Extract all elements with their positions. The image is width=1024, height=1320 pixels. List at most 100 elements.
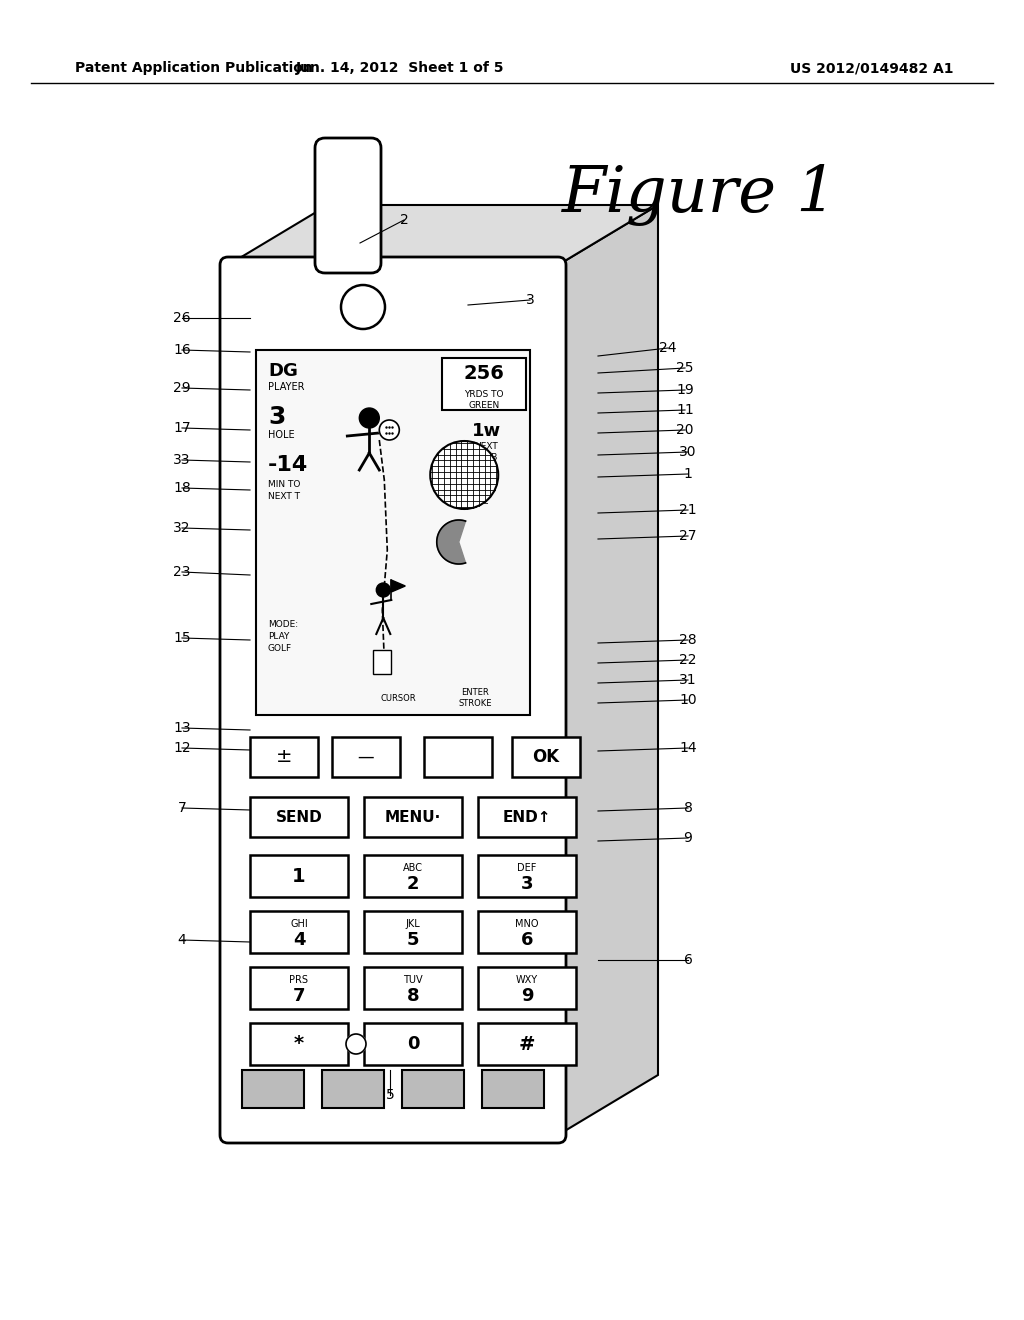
Text: DG: DG <box>268 362 298 380</box>
FancyBboxPatch shape <box>220 257 566 1143</box>
Text: 3: 3 <box>525 293 535 308</box>
Text: 4: 4 <box>177 933 186 946</box>
Text: 15: 15 <box>173 631 190 645</box>
Text: WXY: WXY <box>516 974 538 985</box>
Text: GHI: GHI <box>290 919 308 928</box>
Text: MODE:: MODE: <box>268 620 298 630</box>
Text: 3: 3 <box>268 405 286 429</box>
Text: 8: 8 <box>684 801 692 814</box>
Text: TUV: TUV <box>403 974 423 985</box>
Text: MENU·: MENU· <box>385 809 441 825</box>
Text: PLAY: PLAY <box>268 632 290 642</box>
Bar <box>322 1071 384 1107</box>
Bar <box>482 1071 544 1107</box>
Bar <box>374 649 391 675</box>
Text: SEND: SEND <box>275 809 323 825</box>
Text: CURSOR: CURSOR <box>381 694 417 704</box>
Text: 4: 4 <box>293 932 305 949</box>
Bar <box>364 855 462 898</box>
FancyBboxPatch shape <box>315 139 381 273</box>
Bar <box>250 968 348 1008</box>
Circle shape <box>379 420 399 440</box>
Text: 9: 9 <box>521 987 534 1006</box>
Text: STROKES: STROKES <box>450 486 488 495</box>
Text: 20: 20 <box>676 422 693 437</box>
Text: US 2012/0149482 A1: US 2012/0149482 A1 <box>790 61 953 75</box>
Text: 2: 2 <box>399 213 409 227</box>
Text: 5: 5 <box>386 1088 394 1102</box>
Bar <box>442 358 526 411</box>
Circle shape <box>341 285 385 329</box>
Text: 2: 2 <box>407 875 419 894</box>
Bar <box>478 855 575 898</box>
Circle shape <box>346 1034 366 1053</box>
Text: ±: ± <box>275 747 292 767</box>
Text: 16: 16 <box>173 343 190 356</box>
Text: Figure 1: Figure 1 <box>562 164 838 226</box>
Text: DEF: DEF <box>517 862 537 873</box>
Bar <box>478 911 575 953</box>
Text: 5: 5 <box>407 932 419 949</box>
Text: 26: 26 <box>173 312 190 325</box>
Text: 3: 3 <box>521 875 534 894</box>
Text: 32: 32 <box>173 521 190 535</box>
Text: 25: 25 <box>676 360 693 375</box>
Text: *: * <box>294 1035 304 1053</box>
Bar <box>478 797 575 837</box>
Text: NEXT T: NEXT T <box>268 492 300 502</box>
Bar <box>332 737 400 777</box>
Bar <box>256 350 530 715</box>
Text: 7: 7 <box>293 987 305 1006</box>
Text: —: — <box>357 748 375 766</box>
Text: 18: 18 <box>173 480 190 495</box>
Circle shape <box>430 441 499 510</box>
Text: 6: 6 <box>521 932 534 949</box>
Text: 13: 13 <box>173 721 190 735</box>
Text: 19: 19 <box>676 383 694 397</box>
Polygon shape <box>228 205 658 265</box>
Bar <box>250 1023 348 1065</box>
Text: MNO: MNO <box>515 919 539 928</box>
Text: 8: 8 <box>407 987 419 1006</box>
Text: 21: 21 <box>679 503 696 517</box>
Bar <box>250 797 348 837</box>
Text: 22: 22 <box>679 653 696 667</box>
Text: -14: -14 <box>268 455 308 475</box>
Bar <box>250 911 348 953</box>
Text: 0: 0 <box>480 469 493 486</box>
Text: GOLF: GOLF <box>268 644 292 653</box>
Text: 28: 28 <box>679 634 696 647</box>
Text: 29: 29 <box>173 381 190 395</box>
Bar <box>364 1023 462 1065</box>
Text: OK: OK <box>532 748 559 766</box>
Text: YRDS TO: YRDS TO <box>464 389 504 399</box>
Text: 1: 1 <box>684 467 692 480</box>
Text: 27: 27 <box>679 529 696 543</box>
Text: PLAYER: PLAYER <box>268 381 304 392</box>
Text: JKL: JKL <box>406 919 421 928</box>
Polygon shape <box>391 579 406 591</box>
Text: 6: 6 <box>684 953 692 968</box>
Text: 7: 7 <box>177 801 186 814</box>
Bar <box>242 1071 304 1107</box>
Text: 12: 12 <box>173 741 190 755</box>
Text: NEXT: NEXT <box>474 442 498 451</box>
Text: 1w: 1w <box>471 422 501 440</box>
Text: 256: 256 <box>464 364 505 383</box>
Bar <box>364 911 462 953</box>
Text: Jun. 14, 2012  Sheet 1 of 5: Jun. 14, 2012 Sheet 1 of 5 <box>296 61 504 75</box>
Text: 11: 11 <box>676 403 694 417</box>
Circle shape <box>359 408 379 428</box>
Text: GREEN: GREEN <box>468 401 500 411</box>
Bar <box>424 737 492 777</box>
Text: 1: 1 <box>292 866 306 886</box>
Text: 9: 9 <box>684 832 692 845</box>
Text: 30: 30 <box>679 445 696 459</box>
Bar <box>512 737 580 777</box>
Polygon shape <box>437 520 466 564</box>
Text: 31: 31 <box>679 673 696 686</box>
Text: 10: 10 <box>679 693 696 708</box>
Bar <box>250 855 348 898</box>
Text: 33: 33 <box>173 453 190 467</box>
Text: ON HOLE: ON HOLE <box>450 498 488 506</box>
